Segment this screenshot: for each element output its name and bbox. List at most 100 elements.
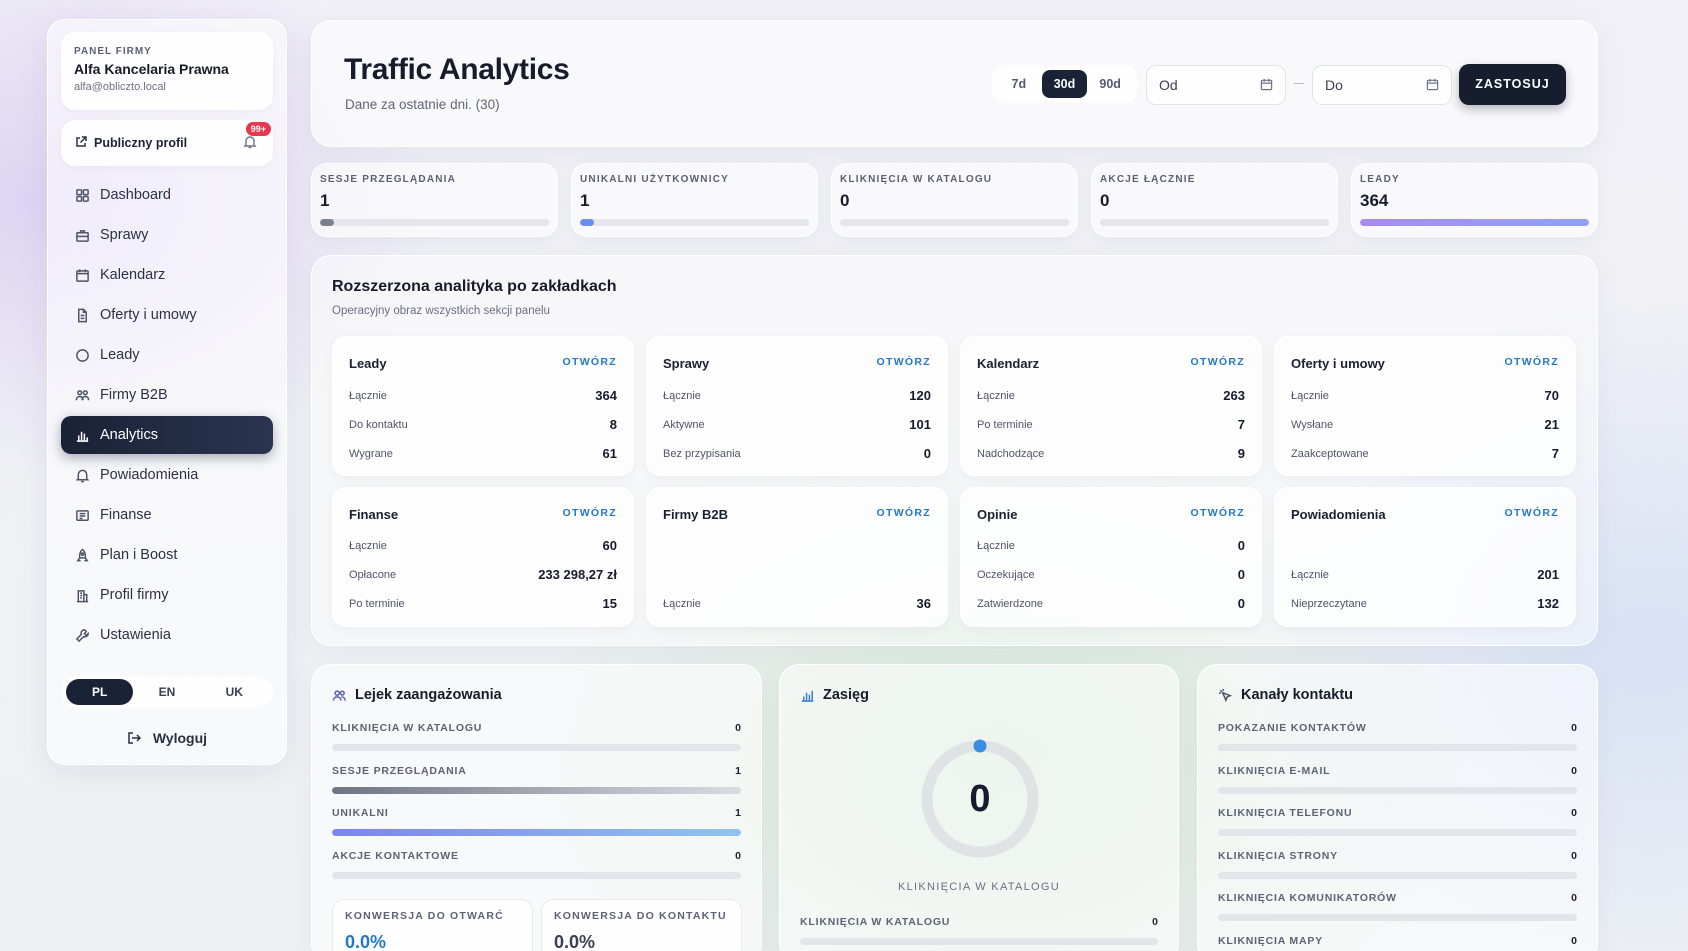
sidebar-item-plan-boost[interactable]: Plan i Boost xyxy=(61,536,273,574)
metric-value: 1 xyxy=(735,807,741,819)
language-uk[interactable]: UK xyxy=(225,685,243,699)
calendar-icon xyxy=(1426,78,1439,91)
tile-kalendarz: Kalendarz OTWÓRZ Łącznie 263 Po terminie 7… xyxy=(960,336,1262,476)
sidebar-item-finanse[interactable]: Finanse xyxy=(61,496,273,534)
sidebar-item-label: Firmy B2B xyxy=(100,387,168,403)
date-from-placeholder: Od xyxy=(1159,77,1178,93)
metric-value: 0 xyxy=(1571,892,1577,904)
kpi-label: LEADY xyxy=(1360,174,1400,185)
kpi-bar-fill xyxy=(580,219,594,226)
tile-title: Powiadomienia xyxy=(1291,507,1386,522)
kpi-label: KLIKNIĘCIA W KATALOGU xyxy=(840,174,993,185)
tile-title: Leady xyxy=(349,356,387,371)
tile-row-value: 0 xyxy=(1237,538,1245,553)
tile-row-value: 364 xyxy=(595,388,617,403)
range-90d[interactable]: 90d xyxy=(1099,77,1121,91)
logout-label: Wyloguj xyxy=(152,730,208,746)
sidebar-item-label: Profil firmy xyxy=(100,587,169,603)
range-30d[interactable]: 30d xyxy=(1041,70,1088,98)
range-7d[interactable]: 7d xyxy=(1011,77,1027,91)
tile-powiadomienia: Powiadomienia OTWÓRZ Łącznie 201 Nieprzec… xyxy=(1274,487,1576,627)
metric-bar xyxy=(332,744,741,751)
sidebar-item-label: Kalendarz xyxy=(100,267,166,283)
card-title-text: Zasięg xyxy=(823,687,869,703)
tile-row: Oczekujące 0 xyxy=(977,567,1245,582)
tile-row: Łącznie 70 xyxy=(1291,388,1559,403)
sidebar-item-leady[interactable]: Leady xyxy=(61,336,273,374)
tile-row-value: 263 xyxy=(1223,388,1245,403)
logout-button[interactable]: Wyloguj xyxy=(61,730,273,746)
tile-title: Oferty i umowy xyxy=(1291,356,1385,371)
sidebar-item-label: Ustawienia xyxy=(100,627,171,643)
tile-sprawy: Sprawy OTWÓRZ Łącznie 120 Aktywne 101 Bez … xyxy=(646,336,948,476)
language-pl[interactable]: PL xyxy=(66,679,134,705)
language-switcher: PL EN UK xyxy=(61,676,273,708)
sidebar-item-sprawy[interactable]: Sprawy xyxy=(61,216,273,254)
language-en[interactable]: EN xyxy=(158,685,176,699)
sidebar-nav: Dashboard Sprawy Kalendarz Oferty i umow… xyxy=(61,176,273,654)
metric-value: 1 xyxy=(735,765,741,777)
sidebar-item-label: Plan i Boost xyxy=(100,547,178,563)
tile-open-link[interactable]: OTWÓRZ xyxy=(876,356,931,368)
conversion-value: 0.0% xyxy=(345,932,387,951)
public-profile-link[interactable]: Publiczny profil 99+ xyxy=(61,120,273,166)
sidebar-item-label: Oferty i umowy xyxy=(100,307,197,323)
tile-open-link[interactable]: OTWÓRZ xyxy=(562,356,617,368)
company-card: PANEL FIRMY Alfa Kancelaria Prawna alfa@… xyxy=(61,32,273,110)
tile-row: Opłacone 233 298,27 zł xyxy=(349,567,617,582)
date-range-separator xyxy=(1294,83,1304,84)
kpi-value: 364 xyxy=(1360,191,1389,210)
sidebar-item-profil-firmy[interactable]: Profil firmy xyxy=(61,576,273,614)
tile-open-link[interactable]: OTWÓRZ xyxy=(1504,507,1559,519)
metric-value: 0 xyxy=(735,722,741,734)
tile-open-link[interactable]: OTWÓRZ xyxy=(876,507,931,519)
metric-bar xyxy=(1218,787,1577,794)
tile-open-link[interactable]: OTWÓRZ xyxy=(1190,507,1245,519)
calendar-icon xyxy=(76,268,89,282)
tile-row-value: 0 xyxy=(923,446,931,461)
tile-row: Łącznie 364 xyxy=(349,388,617,403)
sidebar-item-powiadomienia[interactable]: Powiadomienia xyxy=(61,456,273,494)
sidebar-item-oferty[interactable]: Oferty i umowy xyxy=(61,296,273,334)
tile-open-link[interactable]: OTWÓRZ xyxy=(1190,356,1245,368)
notifications-bell-icon[interactable] xyxy=(243,135,257,149)
conversion-label: KONWERSJA DO OTWARĆ xyxy=(345,910,504,922)
bell-icon xyxy=(75,469,90,482)
metric-bar-fill xyxy=(332,829,741,836)
kpi-label: SESJE PRZEGLĄDANIA xyxy=(320,174,457,185)
kpi-card: SESJE PRZEGLĄDANIA 1 xyxy=(311,163,558,237)
date-from-input[interactable]: Od xyxy=(1146,65,1286,105)
tile-row-value: 132 xyxy=(1537,596,1559,611)
tile-row-label: Łącznie xyxy=(977,389,1015,402)
sidebar-item-label: Finanse xyxy=(100,507,152,523)
tile-row: Zaakceptowane 7 xyxy=(1291,446,1559,461)
tile-open-link[interactable]: OTWÓRZ xyxy=(1504,356,1559,368)
sidebar-item-kalendarz[interactable]: Kalendarz xyxy=(61,256,273,294)
tile-row-value: 7 xyxy=(1551,446,1559,461)
metric-value: 0 xyxy=(1571,765,1577,777)
reach-card: Zasięg 0 KLIKNIĘCIA W KATALOGU KLIKNIĘCI… xyxy=(779,664,1179,951)
tile-row-label: Do kontaktu xyxy=(349,418,408,431)
sidebar-item-firmy-b2b[interactable]: Firmy B2B xyxy=(61,376,273,414)
sidebar-item-ustawienia[interactable]: Ustawienia xyxy=(61,616,273,654)
metric-bar xyxy=(1218,744,1577,751)
sidebar-item-dashboard[interactable]: Dashboard xyxy=(61,176,273,214)
apply-button[interactable]: ZASTOSUJ xyxy=(1459,64,1566,105)
page-title: Traffic Analytics xyxy=(344,53,570,86)
tile-row-label: Łącznie xyxy=(1291,389,1329,402)
metric-value: 0 xyxy=(735,850,741,862)
tile-row-value: 0 xyxy=(1237,567,1245,582)
public-profile-label: Publiczny profil xyxy=(94,136,188,150)
metric-label: KLIKNIĘCIA MAPY xyxy=(1218,935,1323,947)
date-to-input[interactable]: Do xyxy=(1312,65,1452,105)
tile-row-value: 21 xyxy=(1544,417,1559,432)
tile-row: Łącznie 263 xyxy=(977,388,1245,403)
card-title: Zasięg xyxy=(800,687,869,703)
sidebar-item-analytics[interactable]: Analytics xyxy=(61,416,273,454)
tile-open-link[interactable]: OTWÓRZ xyxy=(562,507,617,519)
metric-bar-fill xyxy=(332,787,741,794)
metric-value: 0 xyxy=(1571,807,1577,819)
date-to-placeholder: Do xyxy=(1325,77,1343,93)
tile-row-label: Zatwierdzone xyxy=(977,597,1044,610)
funnel-metric: KLIKNIĘCIA W KATALOGU 0 xyxy=(332,722,741,751)
